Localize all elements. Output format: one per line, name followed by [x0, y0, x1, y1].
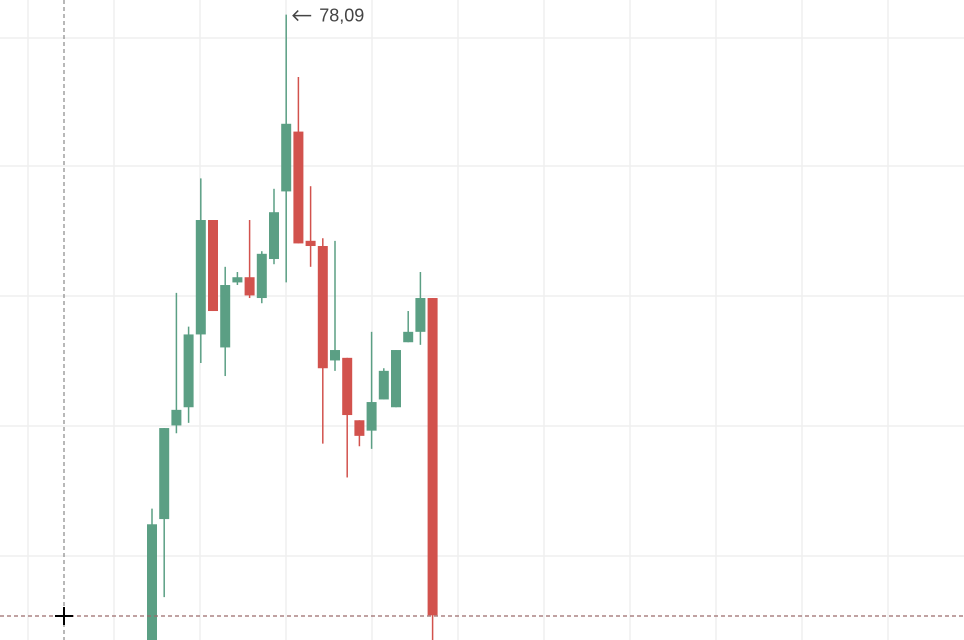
candle-body — [232, 277, 243, 283]
candle-body — [159, 428, 170, 520]
candle-body — [244, 277, 255, 296]
candle-body — [208, 220, 218, 312]
candle-body — [354, 420, 365, 436]
candle-body — [342, 357, 353, 416]
high-annotation: 78,09 — [292, 5, 364, 25]
candle-body — [183, 334, 194, 408]
candle-body — [220, 285, 231, 348]
candle-body — [415, 298, 426, 332]
candle-body — [281, 123, 292, 192]
candle-body — [256, 253, 267, 299]
candle-body — [171, 409, 182, 426]
annotation-label: 78,09 — [319, 5, 364, 25]
cursor — [55, 607, 73, 625]
candle-body — [195, 220, 206, 335]
candles — [147, 14, 438, 640]
candle-body — [391, 350, 401, 408]
candle-body — [293, 131, 304, 244]
annotation-arrow — [292, 10, 312, 22]
candle-body — [317, 246, 328, 369]
candle-body — [269, 212, 279, 260]
candle-body — [378, 370, 389, 400]
candle-body — [147, 524, 157, 640]
candle-body — [403, 331, 414, 343]
candle-body — [330, 350, 340, 361]
candle-body — [305, 240, 316, 247]
candle-body — [366, 402, 377, 431]
candle-body — [427, 298, 438, 616]
